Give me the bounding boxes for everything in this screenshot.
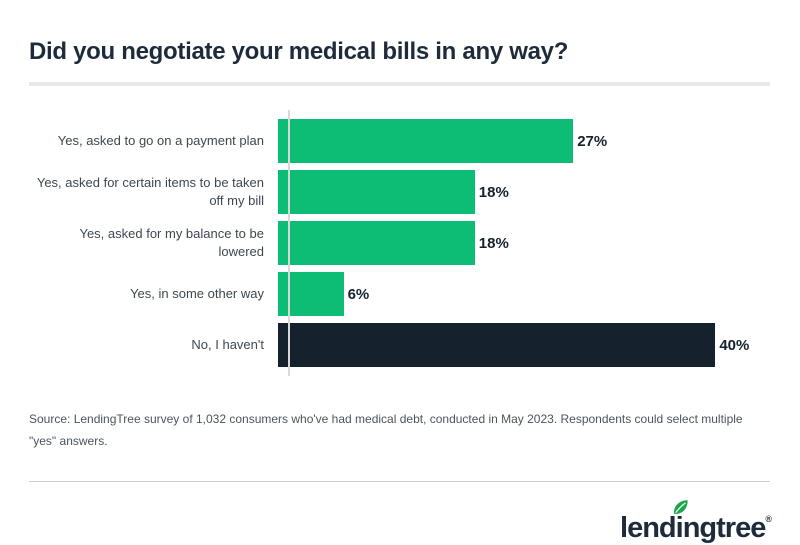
logo-letter-i: i: [673, 500, 688, 544]
logo-text-pre: lend: [620, 512, 677, 545]
bar-row: Yes, asked for my balance to be lowered …: [29, 221, 770, 265]
logo-text-post: ngtree: [682, 512, 767, 545]
value-label: 40%: [719, 336, 750, 354]
bar: [278, 323, 716, 367]
bar: [278, 119, 574, 163]
bar: [278, 221, 475, 265]
source-note: Source: LendingTree survey of 1,032 cons…: [29, 412, 743, 449]
value-label: 27%: [577, 132, 608, 150]
category-label: No, I haven't: [191, 336, 264, 352]
bar: [278, 170, 475, 214]
value-label: 18%: [478, 183, 509, 201]
bar-row: Yes, asked to go on a payment plan 27%: [29, 119, 770, 163]
bar-track: 27%: [277, 119, 770, 163]
category-label: Yes, in some other way: [130, 285, 264, 301]
bar-row: Yes, in some other way 6%: [29, 272, 770, 316]
bar-track: 40%: [277, 323, 770, 367]
bar-track: 18%: [277, 221, 770, 265]
value-label: 18%: [478, 234, 509, 252]
category-label: Yes, asked to go on a payment plan: [57, 132, 264, 148]
value-label: 6%: [347, 285, 370, 303]
footer-divider: [29, 481, 770, 483]
bar-track: 18%: [277, 170, 770, 214]
chart-title: Did you negotiate your medical bills in …: [29, 38, 569, 65]
registered-mark: ®: [765, 514, 772, 525]
category-label: Yes, asked for certain items to be taken…: [36, 174, 264, 208]
bar-track: 6%: [277, 272, 770, 316]
logo-container: lendi ngtree®: [0, 500, 772, 545]
category-label: Yes, asked for my balance to be lowered: [79, 225, 264, 259]
bar-row: Yes, asked for certain items to be taken…: [29, 170, 770, 214]
title-divider: [29, 82, 770, 86]
leaf-icon: [673, 500, 688, 515]
y-axis-line: [288, 110, 290, 376]
bar-row: No, I haven't 40%: [29, 323, 770, 367]
bar-chart: Yes, asked to go on a payment plan 27% Y…: [29, 110, 770, 376]
lendingtree-logo: lendi ngtree®: [620, 500, 772, 545]
